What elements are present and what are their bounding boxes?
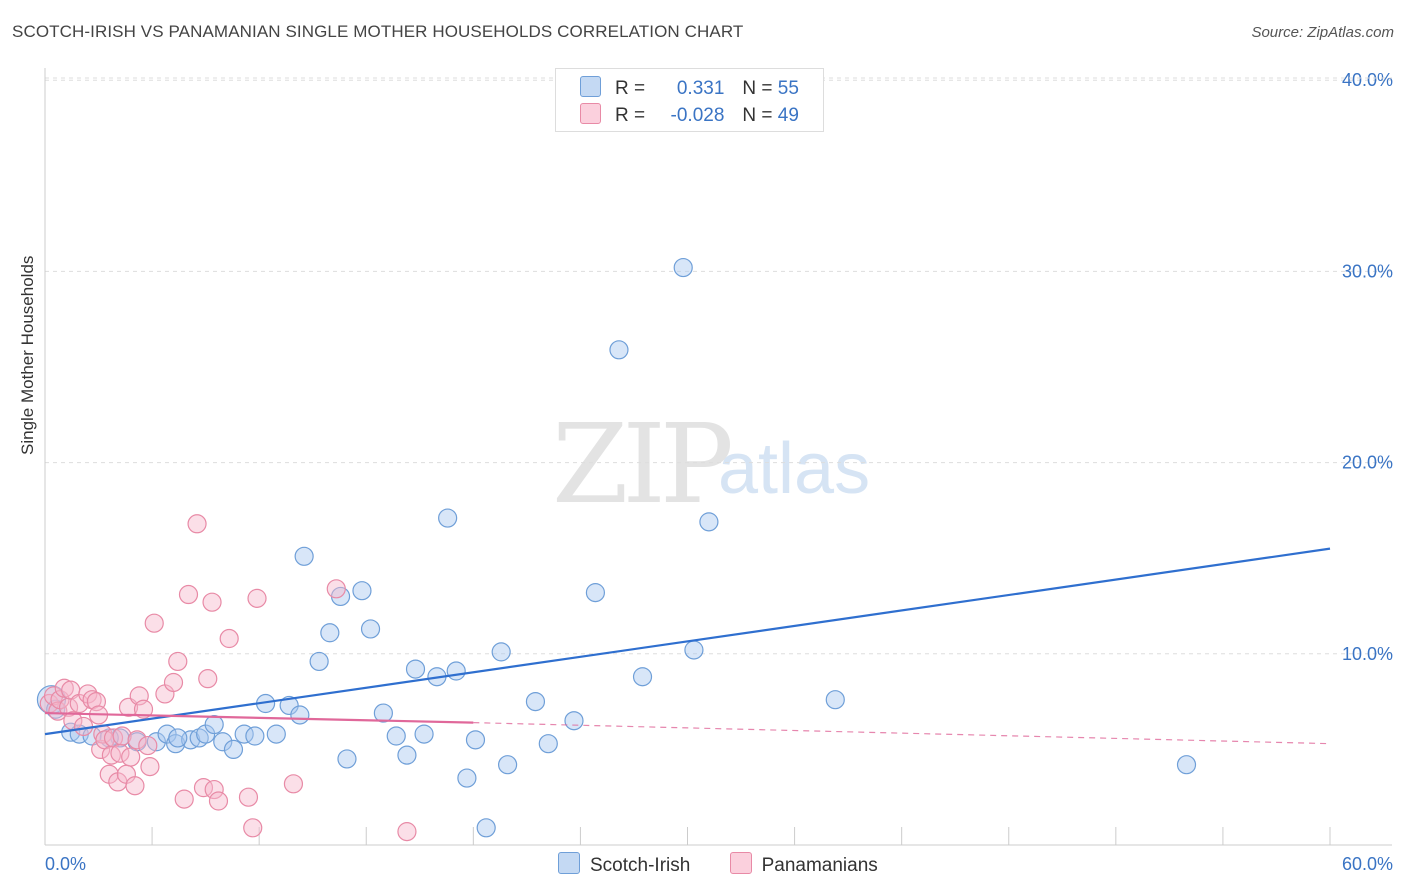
point-scotch-irish	[414, 724, 434, 744]
legend-swatch-panamanians	[729, 852, 752, 874]
point-panamanian	[144, 613, 164, 633]
point-scotch-irish	[290, 705, 310, 725]
y-tick-label: 20.0%	[1342, 453, 1393, 473]
legend-label-panamanians: Panamanians	[761, 855, 878, 876]
point-scotch-irish	[457, 768, 477, 788]
point-scotch-irish	[223, 739, 244, 760]
legend-n-label: N =	[742, 78, 773, 99]
legend-row-panamanians: R = -0.028 N = 49	[580, 103, 799, 127]
trendline-panamanian	[44, 711, 474, 724]
point-panamanian	[283, 774, 304, 794]
point-panamanian	[138, 735, 158, 756]
point-scotch-irish	[360, 619, 381, 639]
legend-swatch-panamanians	[580, 103, 601, 124]
point-panamanian	[178, 584, 199, 605]
legend-r-label: R =	[615, 105, 646, 126]
trendline-scotch-irish	[44, 547, 1331, 736]
point-scotch-irish	[266, 724, 286, 744]
point-panamanian	[187, 514, 207, 534]
point-panamanian	[112, 726, 132, 746]
point-scotch-irish	[309, 651, 329, 672]
y-tick-label: 10.0%	[1342, 644, 1393, 664]
point-panamanian	[133, 699, 154, 719]
legend-n-label: N =	[742, 105, 773, 126]
point-panamanian	[202, 592, 222, 612]
point-panamanian	[48, 701, 68, 721]
point-panamanian	[247, 588, 267, 608]
point-scotch-irish	[168, 728, 188, 748]
point-scotch-irish	[352, 581, 372, 601]
point-scotch-irish	[825, 690, 845, 710]
point-scotch-irish	[245, 726, 265, 746]
legend-r-value: 0.331	[676, 78, 725, 99]
point-scotch-irish	[213, 732, 233, 752]
x-tick-label: 0.0%	[45, 854, 86, 874]
point-panamanian	[208, 791, 229, 811]
x-tick-label: 60.0%	[1342, 854, 1393, 874]
y-axis-label: Single Mother Households	[18, 255, 37, 455]
point-panamanian	[397, 822, 417, 842]
point-panamanian	[127, 730, 147, 750]
point-panamanian	[198, 669, 218, 689]
point-panamanian	[238, 787, 259, 807]
point-panamanian	[326, 579, 346, 599]
point-scotch-irish	[438, 508, 458, 528]
legend-label-scotch-irish: Scotch-Irish	[590, 855, 691, 876]
legend-item-panamanians[interactable]: Panamanians	[729, 852, 878, 877]
point-scotch-irish	[386, 726, 406, 746]
point-scotch-irish	[538, 734, 558, 754]
point-scotch-irish	[498, 755, 518, 775]
point-scotch-irish	[446, 661, 466, 681]
point-panamanian	[174, 789, 194, 809]
source-label: Source: ZipAtlas.com	[1251, 24, 1394, 41]
legend-swatch-scotch-irish	[580, 76, 601, 97]
legend-r-label: R =	[615, 78, 646, 99]
point-scotch-irish	[373, 703, 393, 723]
y-tick-label: 40.0%	[1342, 70, 1393, 90]
point-scotch-irish	[684, 640, 704, 660]
point-panamanian	[163, 672, 184, 693]
legend-r-value: -0.028	[670, 105, 725, 126]
point-scotch-irish	[1176, 755, 1197, 775]
point-scotch-irish	[525, 691, 546, 712]
point-panamanian	[219, 628, 239, 649]
series-legend: Scotch-Irish Panamanians	[558, 852, 912, 877]
point-panamanian	[204, 779, 224, 800]
point-scotch-irish	[320, 623, 340, 643]
point-scotch-irish	[397, 745, 417, 765]
point-scotch-irish	[491, 642, 511, 662]
point-panamanian	[125, 776, 145, 796]
point-panamanian	[168, 651, 188, 672]
point-scotch-irish	[609, 340, 629, 360]
point-scotch-irish	[405, 659, 426, 679]
point-scotch-irish	[204, 714, 224, 735]
point-panamanian	[243, 818, 263, 838]
point-scotch-irish	[465, 730, 486, 750]
point-scotch-irish	[699, 512, 719, 532]
point-scotch-irish	[476, 818, 496, 838]
point-scotch-irish	[337, 749, 357, 769]
legend-item-scotch-irish[interactable]: Scotch-Irish	[558, 852, 690, 877]
legend-n-value: 55	[777, 78, 799, 99]
point-scotch-irish	[632, 667, 653, 687]
legend-swatch-scotch-irish	[558, 852, 580, 874]
legend-row-scotch-irish: R = 0.331 N = 55	[580, 76, 799, 100]
point-scotch-irish	[564, 711, 584, 731]
legend-n-value: 49	[777, 105, 799, 126]
trendline-panamanian-extension	[473, 722, 1331, 745]
point-panamanian	[140, 757, 160, 777]
watermark-atlas: atlas	[718, 429, 871, 509]
point-panamanian	[121, 747, 141, 767]
y-tick-label: 30.0%	[1342, 261, 1393, 281]
point-scotch-irish	[279, 695, 299, 716]
point-scotch-irish	[294, 546, 314, 566]
point-panamanian	[91, 739, 111, 760]
watermark-zip: ZIP	[552, 400, 734, 528]
point-scotch-irish	[673, 257, 693, 278]
point-scotch-irish	[585, 583, 606, 603]
chart-title: SCOTCH-IRISH VS PANAMANIAN SINGLE MOTHER…	[12, 22, 744, 41]
point-panamanian	[73, 716, 94, 737]
correlation-legend: R = 0.331 N = 55 R = -0.028 N = 49	[555, 68, 824, 132]
